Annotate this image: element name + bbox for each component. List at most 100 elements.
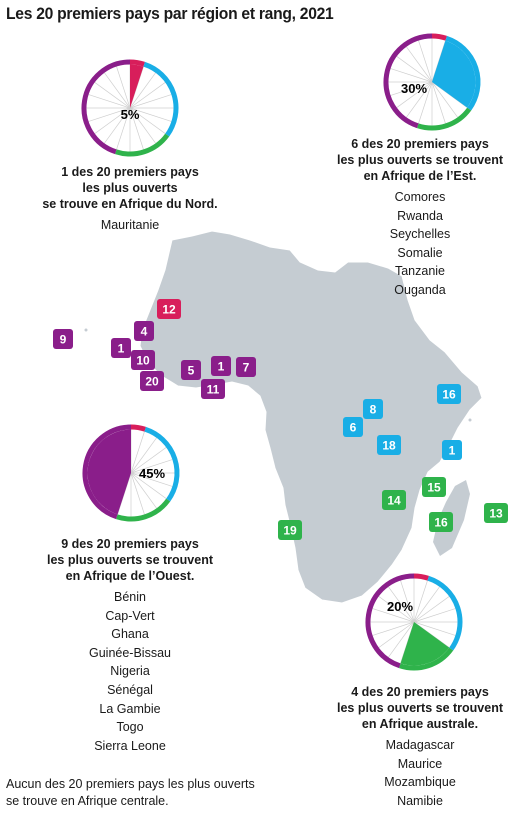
country-name: Ouganda <box>394 282 446 297</box>
country-name: Somalie <box>397 245 443 260</box>
east-ring-arc <box>445 35 481 111</box>
donut-spoke <box>130 447 167 474</box>
south-share-sector <box>400 622 450 666</box>
rank-badge-label: 16 <box>434 516 448 530</box>
rank-badge-box <box>278 520 302 540</box>
donut-spoke <box>431 81 458 118</box>
rank-badge-box <box>140 371 164 391</box>
country-name: La Gambie <box>99 701 161 716</box>
donut-spoke <box>94 107 131 134</box>
donut-spoke <box>130 431 145 474</box>
rank-badge-1: 1 <box>442 440 462 460</box>
east-ring-arc <box>143 61 179 137</box>
donut-spoke <box>104 72 131 109</box>
donut-spoke <box>400 580 415 623</box>
north-donut: 5% <box>81 59 179 157</box>
rank-badge-label: 13 <box>489 507 503 521</box>
donut-spoke <box>413 586 440 623</box>
donut-spoke <box>104 107 131 144</box>
donut-spoke <box>378 621 415 648</box>
rank-badge-label: 11 <box>207 383 220 397</box>
rank-badge-1: 1 <box>211 356 231 376</box>
rank-badge-box <box>484 503 508 523</box>
country-name: Nigeria <box>110 664 150 679</box>
donut-spoke <box>116 107 131 150</box>
west-region-block: 9 des 20 premiers pays les plus ouverts … <box>20 536 240 755</box>
west-share-sector <box>87 429 131 515</box>
rank-badge-label: 1 <box>449 444 456 458</box>
country-name: Togo <box>116 720 144 735</box>
east-share-sector <box>432 40 476 108</box>
rank-badge-label: 19 <box>283 524 297 538</box>
country-name: Sénégal <box>107 682 153 697</box>
north-region-block: 1 des 20 premiers pays les plus ouverts … <box>10 164 250 235</box>
south-ring-arc <box>115 133 170 157</box>
country-name: Maurice <box>397 756 443 771</box>
north-percent-label: 5% <box>121 107 140 122</box>
rank-badge-box <box>211 356 231 376</box>
donut-spoke <box>129 94 172 109</box>
donut-spoke <box>129 107 156 144</box>
rank-badge-label: 9 <box>60 333 67 347</box>
rank-badge-box <box>377 435 401 455</box>
region-donuts: 5% 30% 45% 20% <box>81 33 481 671</box>
north-ring-arc <box>413 573 429 581</box>
donut-spoke <box>88 94 131 109</box>
donut-spoke <box>129 107 166 134</box>
rank-badge-label: 15 <box>427 481 441 495</box>
south-region-headline: 4 des 20 premiers pays les plus ouverts … <box>336 685 504 731</box>
country-name: Cap-Vert <box>105 608 155 623</box>
rank-badge-label: 20 <box>145 375 159 389</box>
east-ring-arc <box>427 575 463 651</box>
donut-spoke <box>130 472 167 499</box>
country-name: Rwanda <box>397 208 443 223</box>
rank-badge-1: 1 <box>111 338 131 358</box>
donut-spoke <box>406 81 433 118</box>
rank-badge-label: 7 <box>243 361 250 375</box>
donut-spoke <box>130 472 157 509</box>
donut-spoke <box>431 81 446 124</box>
south-ring-arc <box>116 498 171 522</box>
donut-spoke <box>88 107 131 122</box>
west-percent-label: 45% <box>139 466 165 481</box>
country-name: Guinée-Bissau <box>89 645 171 660</box>
rank-badge-label: 4 <box>141 325 148 339</box>
rank-badge-box <box>363 399 383 419</box>
rank-badge-16: 16 <box>429 512 453 532</box>
donut-spoke <box>396 81 433 108</box>
donut-spoke <box>388 621 415 658</box>
south-percent-label: 20% <box>387 599 413 614</box>
rank-badge-box <box>111 338 131 358</box>
rank-badge-16: 16 <box>437 384 461 404</box>
donut-spoke <box>390 68 433 83</box>
north-ring-arc <box>129 59 145 67</box>
donut-spoke <box>129 107 144 150</box>
north-region-headline: 1 des 20 premiers pays les plus ouverts … <box>42 165 218 211</box>
rank-badge-box <box>181 360 201 380</box>
rank-badge-label: 1 <box>218 360 225 374</box>
donut-spoke <box>388 586 415 623</box>
donut-spoke <box>396 56 433 83</box>
north-share-sector <box>130 64 144 108</box>
donut-spoke <box>129 82 166 109</box>
rank-badge-label: 5 <box>188 364 195 378</box>
country-name: Mauritanie <box>100 218 160 232</box>
rank-badge-box <box>382 490 406 510</box>
country-name: Tanzanie <box>394 264 446 279</box>
north-ring-arc <box>130 424 146 432</box>
rank-badge-9: 9 <box>53 329 73 349</box>
east-percent-label: 30% <box>401 81 427 96</box>
rank-badge-box <box>131 350 155 370</box>
donut-spoke <box>130 437 157 474</box>
rank-badge-label: 16 <box>442 388 456 402</box>
country-name: Ghana <box>111 627 149 642</box>
rank-badge-7: 7 <box>236 357 256 377</box>
rank-badge-box <box>53 329 73 349</box>
rank-badge-10: 10 <box>131 350 155 370</box>
rank-badge-label: 14 <box>387 494 401 508</box>
donut-spoke <box>413 608 456 623</box>
north-country-list: Mauritanie <box>10 216 250 235</box>
rank-badge-19: 19 <box>278 520 302 540</box>
south-donut: 20% <box>365 573 463 671</box>
